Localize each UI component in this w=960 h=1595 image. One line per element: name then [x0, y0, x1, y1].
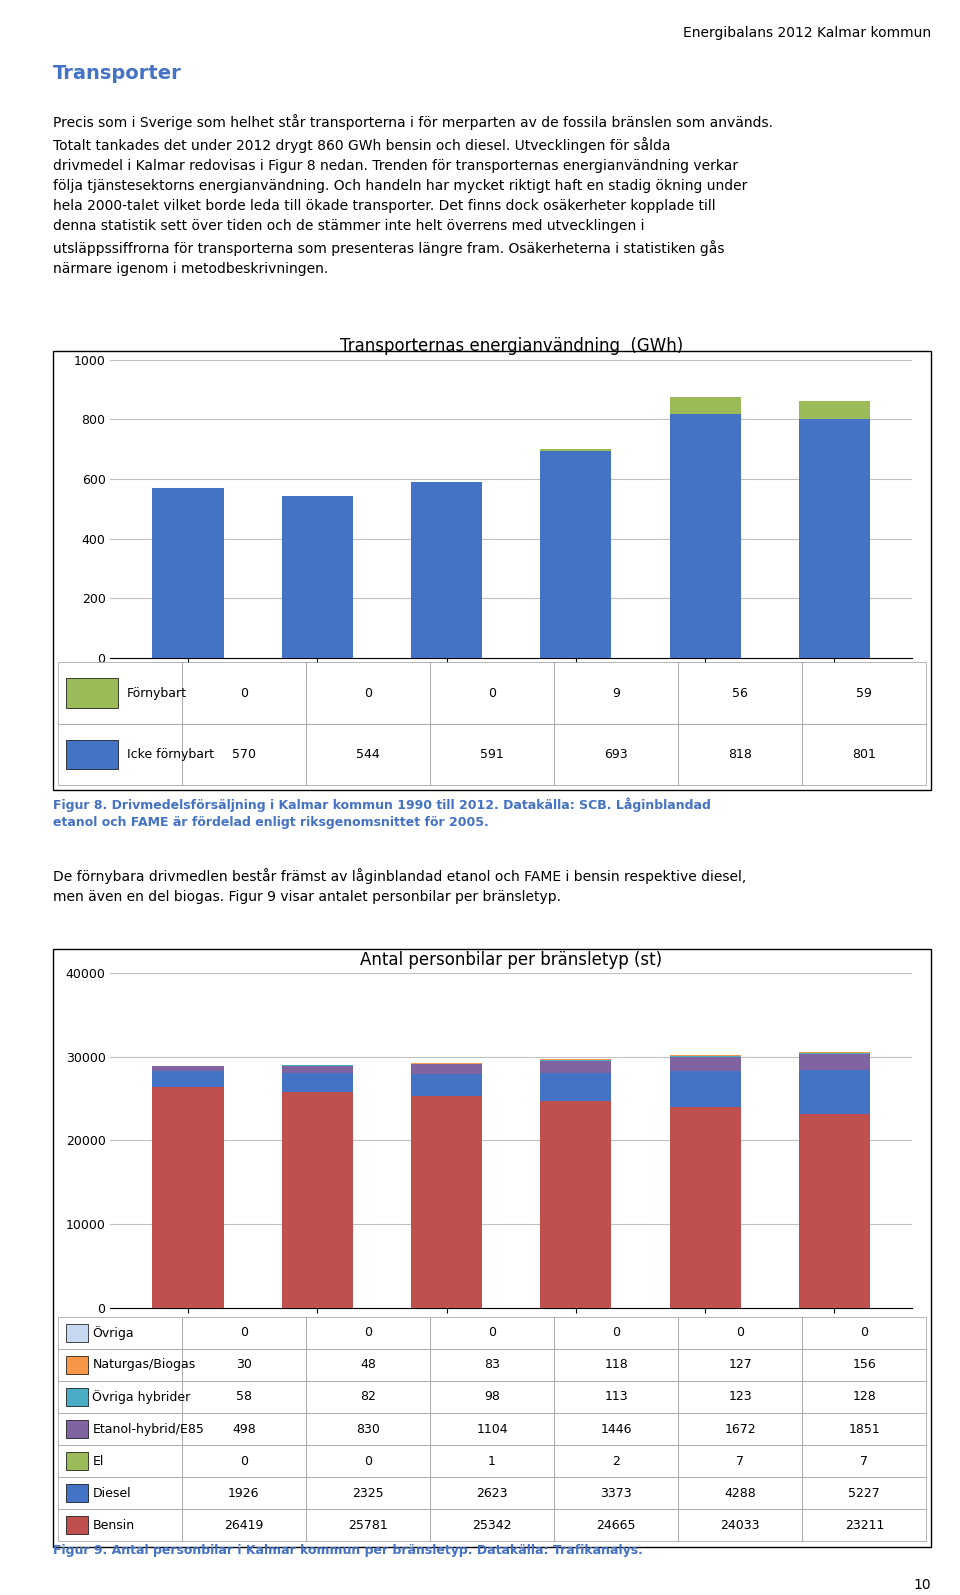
- Text: Energibalans 2012 Kalmar kommun: Energibalans 2012 Kalmar kommun: [684, 26, 931, 40]
- Bar: [540, 1102, 612, 1308]
- Bar: [66, 1453, 88, 1471]
- Bar: [66, 740, 118, 769]
- Text: Förnybart: Förnybart: [127, 686, 187, 700]
- Text: Figur 8. Drivmedelsförsäljning i Kalmar kommun 1990 till 2012. Datakälla: SCB. L: Figur 8. Drivmedelsförsäljning i Kalmar …: [53, 798, 710, 829]
- Bar: [66, 1324, 88, 1341]
- Bar: [66, 1485, 88, 1502]
- Bar: [66, 678, 118, 708]
- Bar: [411, 1073, 482, 1096]
- Bar: [281, 1065, 353, 1072]
- Text: De förnybara drivmedlen består främst av låginblandad etanol och FAME i bensin r: De förnybara drivmedlen består främst av…: [53, 868, 746, 904]
- Bar: [669, 1070, 741, 1107]
- Text: Övriga: Övriga: [92, 1325, 134, 1340]
- Text: Figur 9. Antal personbilar i Kalmar kommun per bränsletyp. Datakälla: Trafikanal: Figur 9. Antal personbilar i Kalmar komm…: [53, 1544, 642, 1557]
- Bar: [799, 1113, 870, 1308]
- Text: Precis som i Sverige som helhet står transporterna i för merparten av de fossila: Precis som i Sverige som helhet står tra…: [53, 113, 773, 276]
- Text: Naturgas/Biogas: Naturgas/Biogas: [92, 1359, 196, 1372]
- Bar: [281, 496, 353, 657]
- Bar: [669, 397, 741, 415]
- Text: Övriga hybrider: Övriga hybrider: [92, 1389, 191, 1404]
- Bar: [411, 1096, 482, 1308]
- Text: Bensin: Bensin: [92, 1518, 134, 1531]
- Bar: [540, 451, 612, 657]
- Bar: [66, 1356, 88, 1373]
- Title: Transporternas energianvändning  (GWh): Transporternas energianvändning (GWh): [340, 337, 683, 356]
- Bar: [411, 1064, 482, 1073]
- Bar: [153, 1070, 224, 1086]
- Bar: [799, 419, 870, 657]
- Bar: [411, 482, 482, 657]
- Text: El: El: [92, 1455, 104, 1467]
- Bar: [669, 1107, 741, 1308]
- Text: Transporter: Transporter: [53, 64, 181, 83]
- Bar: [153, 1067, 224, 1070]
- Bar: [281, 1072, 353, 1093]
- Text: Diesel: Diesel: [92, 1487, 131, 1499]
- Bar: [281, 1093, 353, 1308]
- Bar: [66, 1420, 88, 1437]
- Bar: [669, 415, 741, 657]
- Bar: [540, 448, 612, 451]
- Text: 10: 10: [914, 1577, 931, 1592]
- Bar: [540, 1061, 612, 1073]
- Bar: [66, 1388, 88, 1405]
- Bar: [66, 1517, 88, 1534]
- Bar: [153, 488, 224, 657]
- Text: Etanol-hybrid/E85: Etanol-hybrid/E85: [92, 1423, 204, 1436]
- Bar: [669, 1056, 741, 1070]
- Title: Antal personbilar per bränsletyp (st): Antal personbilar per bränsletyp (st): [360, 951, 662, 968]
- Bar: [799, 1070, 870, 1113]
- Bar: [540, 1073, 612, 1102]
- Bar: [799, 1054, 870, 1070]
- Bar: [153, 1086, 224, 1308]
- Bar: [799, 402, 870, 419]
- Text: Icke förnybart: Icke förnybart: [127, 748, 214, 761]
